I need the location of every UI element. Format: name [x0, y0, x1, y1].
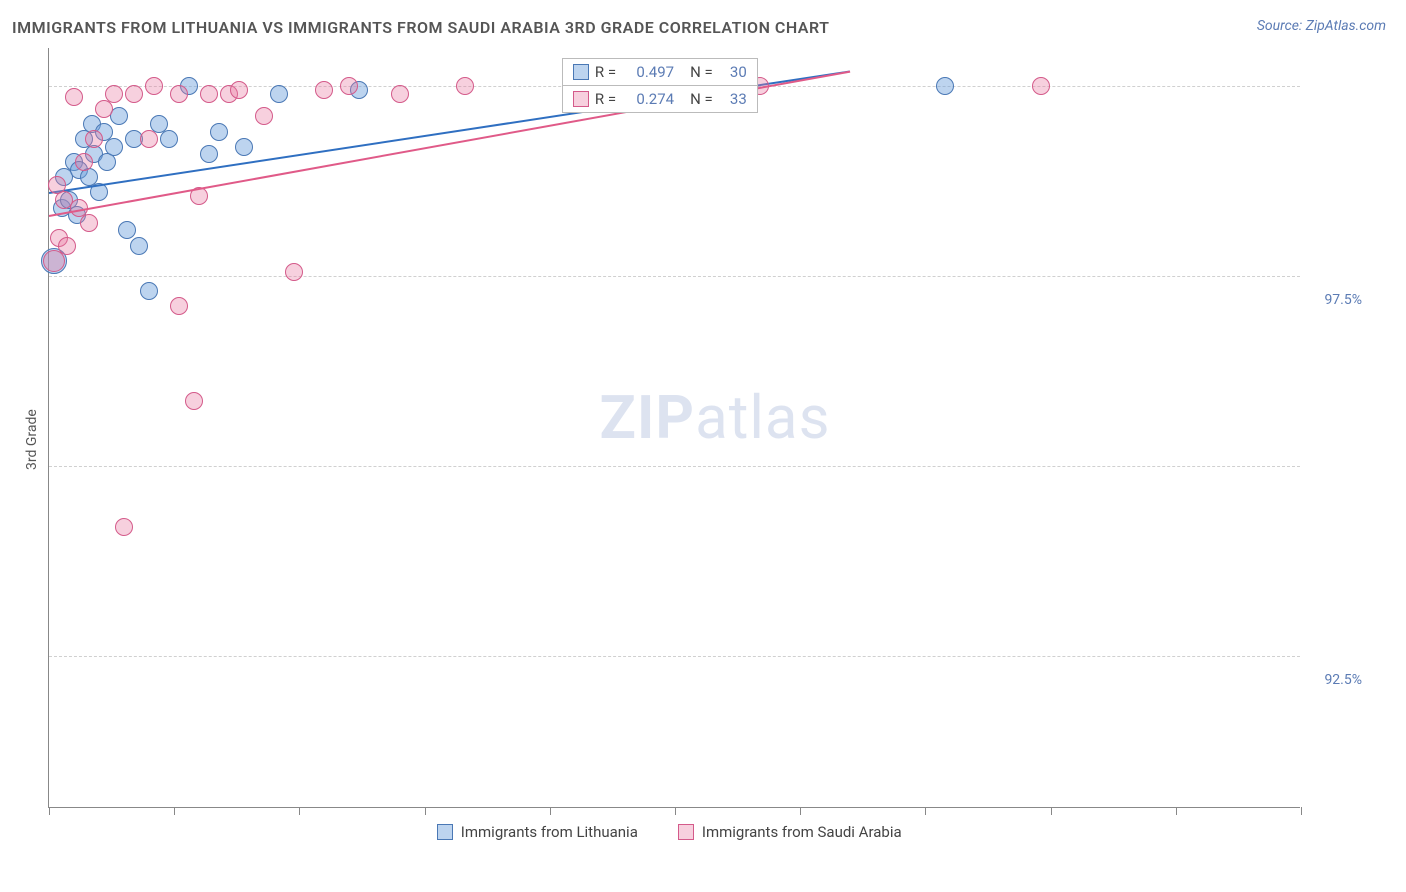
- x-tick: [550, 807, 551, 815]
- watermark-atlas: atlas: [695, 382, 830, 453]
- n-label: N =: [690, 90, 713, 108]
- plot-area: ZIPatlas 92.5%97.5%R =0.497N =30R =0.274…: [48, 48, 1300, 808]
- data-point-saudi: [105, 85, 123, 103]
- data-point-lithuania: [936, 77, 954, 95]
- data-point-saudi: [80, 214, 98, 232]
- x-tick: [299, 807, 300, 815]
- legend-label: Immigrants from Lithuania: [461, 823, 638, 841]
- x-tick: [425, 807, 426, 815]
- grid-line: [49, 656, 1300, 657]
- x-tick: [675, 807, 676, 815]
- legend-swatch-saudi: [678, 824, 694, 840]
- data-point-lithuania: [140, 282, 158, 300]
- r-value: 0.274: [622, 90, 674, 108]
- data-point-saudi: [200, 85, 218, 103]
- x-tick: [800, 807, 801, 815]
- n-value: 33: [719, 90, 747, 108]
- x-tick: [49, 807, 50, 815]
- x-tick: [1176, 807, 1177, 815]
- data-point-saudi: [170, 85, 188, 103]
- n-label: N =: [690, 63, 713, 81]
- data-point-saudi: [255, 107, 273, 125]
- data-point-saudi: [315, 81, 333, 99]
- data-point-lithuania: [270, 85, 288, 103]
- y-tick-label: 92.5%: [1324, 672, 1362, 688]
- grid-line: [49, 276, 1300, 277]
- stats-row-saudi: R = 0.274 N = 33: [563, 85, 757, 112]
- x-tick: [925, 807, 926, 815]
- data-point-saudi: [75, 153, 93, 171]
- data-point-saudi: [58, 237, 76, 255]
- data-point-saudi: [340, 77, 358, 95]
- watermark-zip: ZIP: [599, 382, 695, 453]
- data-point-lithuania: [160, 130, 178, 148]
- legend-item-saudi: Immigrants from Saudi Arabia: [678, 823, 902, 841]
- y-tick-label: 97.5%: [1324, 292, 1362, 308]
- data-point-saudi: [1032, 77, 1050, 95]
- legend: Immigrants from Lithuania Immigrants from…: [437, 823, 902, 841]
- data-point-saudi: [285, 263, 303, 281]
- data-point-saudi: [170, 297, 188, 315]
- r-label: R =: [595, 90, 616, 108]
- x-tick: [1301, 807, 1302, 815]
- data-point-saudi: [115, 518, 133, 536]
- chart-container: IMMIGRANTS FROM LITHUANIA VS IMMIGRANTS …: [0, 0, 1406, 892]
- data-point-lithuania: [130, 237, 148, 255]
- data-point-lithuania: [118, 221, 136, 239]
- swatch-saudi: [573, 91, 589, 107]
- source-label: Source: ZipAtlas.com: [1257, 18, 1386, 34]
- data-point-saudi: [125, 85, 143, 103]
- n-value: 30: [719, 63, 747, 81]
- y-axis-label: 3rd Grade: [24, 409, 40, 470]
- data-point-saudi: [95, 100, 113, 118]
- data-point-lithuania: [200, 145, 218, 163]
- legend-label: Immigrants from Saudi Arabia: [702, 823, 902, 841]
- stats-box: R = 0.497 N = 30 R = 0.274 N = 33: [562, 58, 758, 113]
- data-point-saudi: [230, 81, 248, 99]
- swatch-lithuania: [573, 64, 589, 80]
- data-point-saudi: [185, 392, 203, 410]
- data-point-saudi: [65, 88, 83, 106]
- chart-title: IMMIGRANTS FROM LITHUANIA VS IMMIGRANTS …: [12, 18, 830, 37]
- data-point-saudi: [145, 77, 163, 95]
- data-point-lithuania: [210, 123, 228, 141]
- r-value: 0.497: [622, 63, 674, 81]
- legend-item-lithuania: Immigrants from Lithuania: [437, 823, 638, 841]
- data-point-saudi: [85, 130, 103, 148]
- r-label: R =: [595, 63, 616, 81]
- data-point-saudi: [391, 85, 409, 103]
- x-tick: [174, 807, 175, 815]
- data-point-saudi: [456, 77, 474, 95]
- legend-swatch-lithuania: [437, 824, 453, 840]
- x-tick: [1051, 807, 1052, 815]
- data-point-saudi: [140, 130, 158, 148]
- data-point-lithuania: [105, 138, 123, 156]
- watermark: ZIPatlas: [599, 382, 830, 453]
- stats-row-lithuania: R = 0.497 N = 30: [563, 59, 757, 85]
- grid-line: [49, 466, 1300, 467]
- data-point-lithuania: [235, 138, 253, 156]
